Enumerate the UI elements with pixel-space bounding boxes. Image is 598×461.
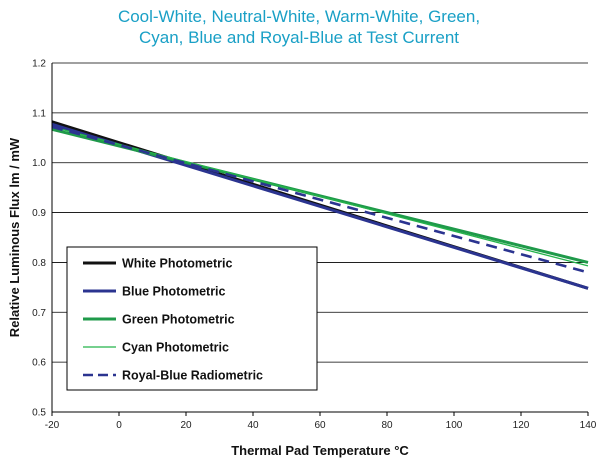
y-tick-label-6: 1.1: [32, 108, 46, 119]
x-tick-label-1: 0: [116, 420, 122, 431]
x-tick-label-6: 100: [446, 420, 463, 431]
x-tick-label-2: 20: [180, 420, 192, 431]
x-tick-labels: -20 0 20 40 60 80 100 120 140: [45, 420, 597, 431]
series-lines: [51, 120, 589, 290]
y-tick-labels: 0.5 0.6 0.7 0.8 0.9 1.0 1.1 1.2: [32, 59, 46, 419]
legend-label-cyan-photometric: Cyan Photometric: [122, 341, 229, 355]
y-tick-label-7: 1.2: [32, 59, 46, 70]
chart-title-line-1: Cool-White, Neutral-White, Warm-White, G…: [117, 7, 481, 26]
y-tick-label-2: 0.7: [32, 308, 46, 319]
x-tick-label-7: 120: [513, 420, 530, 431]
chart-title-line-2: Cyan, Blue and Royal-Blue at Test Curren…: [138, 28, 460, 47]
chart-title: Cool-White, Neutral-White, Warm-White, G…: [0, 6, 598, 48]
y-tick-label-1: 0.6: [32, 358, 46, 369]
x-axis-label: Thermal Pad Temperature °C: [231, 443, 409, 458]
series-line-royal-blue-radiometric: [51, 125, 589, 274]
y-axis-label: Relative Luminous Flux lm / mW: [7, 137, 22, 337]
y-tick-label-0: 0.5: [32, 408, 46, 419]
y-tick-label-3: 0.8: [32, 258, 46, 269]
x-tick-label-4: 60: [314, 420, 326, 431]
legend-label-blue-photometric: Blue Photometric: [122, 285, 226, 299]
y-tick-label-5: 1.0: [32, 158, 46, 169]
legend-label-royal-blue-radiometric: Royal-Blue Radiometric: [122, 369, 263, 383]
series-line-cyan-photometric: [51, 126, 589, 267]
x-tick-label-8: 140: [580, 420, 597, 431]
y-tick-label-4: 0.9: [32, 208, 46, 219]
legend: White Photometric Blue Photometric Green P…: [66, 246, 318, 391]
x-tick-label-0: -20: [45, 420, 60, 431]
legend-label-white-photometric: White Photometric: [122, 257, 232, 271]
legend-label-green-photometric: Green Photometric: [122, 313, 235, 327]
x-tick-label-5: 80: [381, 420, 393, 431]
axes: [51, 63, 589, 416]
x-tick-label-3: 40: [247, 420, 259, 431]
